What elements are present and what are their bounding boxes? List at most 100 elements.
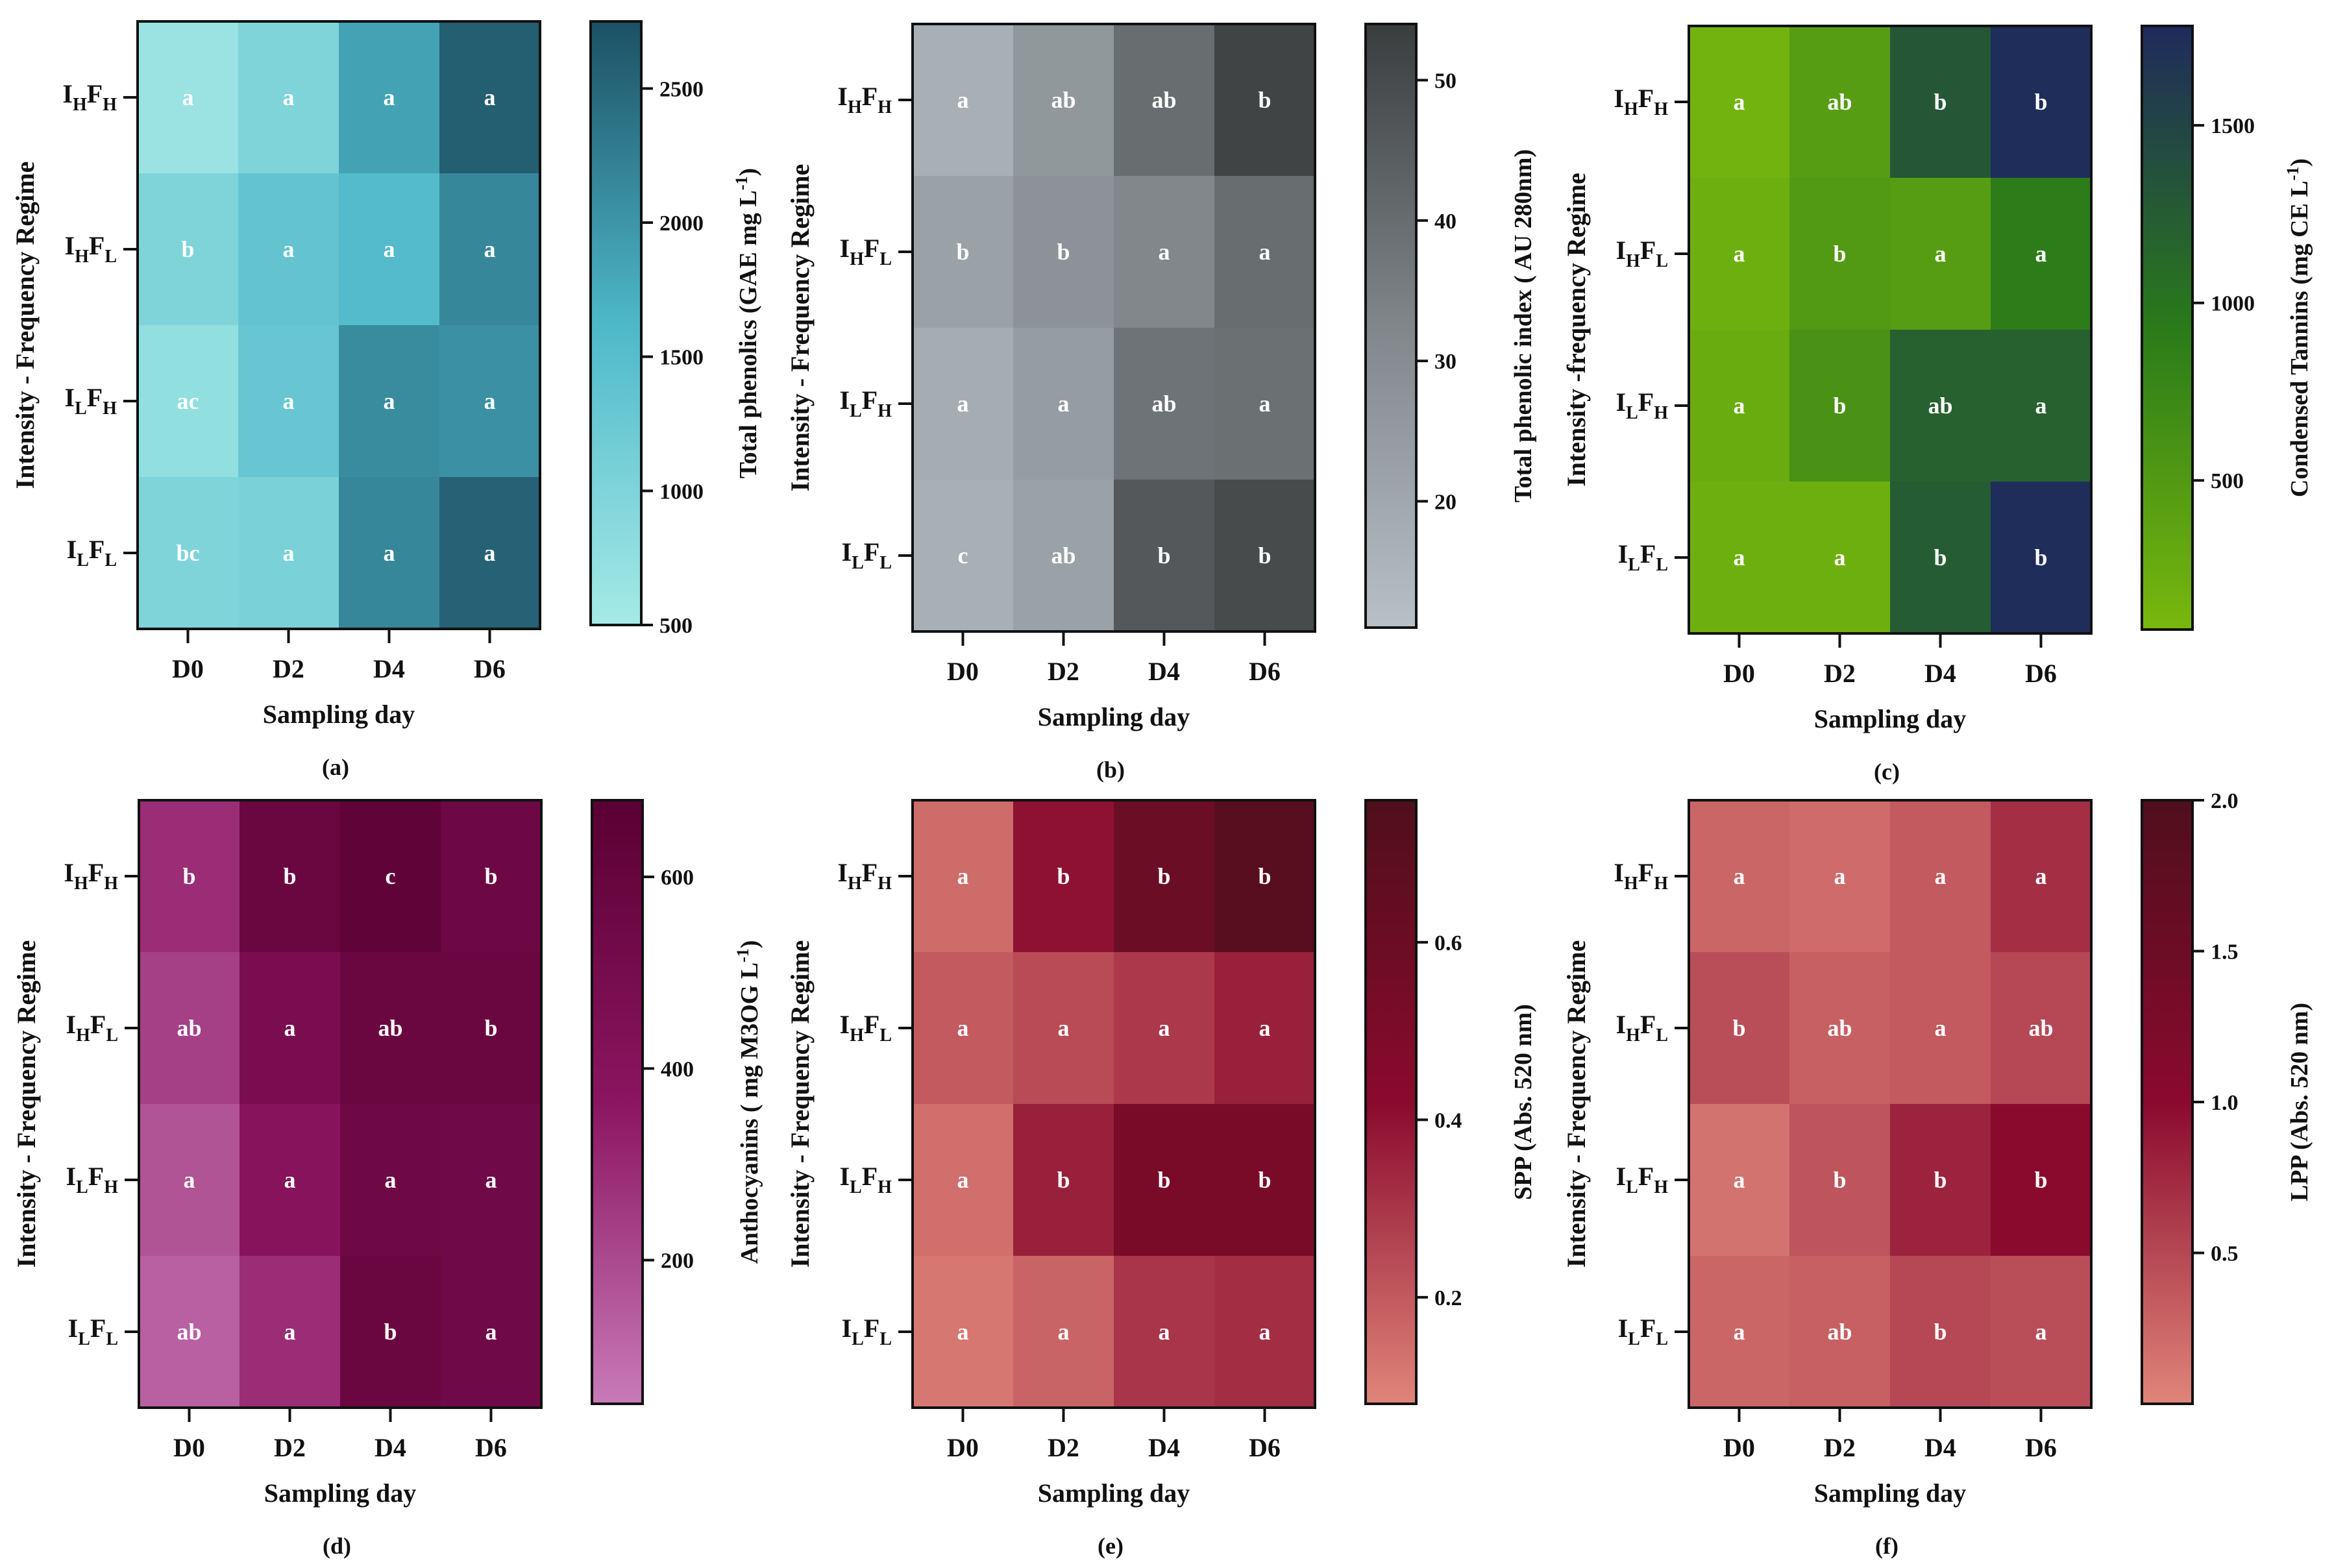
- heatmap-cell: [913, 952, 1013, 1104]
- heatmap-cell: [1689, 482, 1789, 633]
- plot-frame: [1688, 799, 2093, 1409]
- significance-letter: a: [284, 1167, 296, 1193]
- heatmap-cell: [1991, 1256, 2091, 1408]
- colorbar-tick-label: 1500: [659, 346, 704, 370]
- heatmap-cell: [441, 800, 541, 952]
- x-tick-label: D6: [2025, 1433, 2057, 1462]
- x-tick-label: D6: [1249, 657, 1281, 686]
- significance-letter: a: [1734, 1319, 1745, 1345]
- heatmap-cell: [339, 21, 439, 173]
- y-axis-title: Intensity - Frequency Regime: [10, 162, 40, 489]
- colorbar: [589, 20, 643, 626]
- significance-letter: a: [957, 391, 969, 417]
- y-tick-label: IHFH: [64, 858, 118, 894]
- significance-letter: bc: [177, 540, 200, 566]
- colorbar-title: LPP (Abs. 520 nm): [2286, 1003, 2313, 1201]
- significance-letter: b: [1157, 543, 1170, 569]
- heatmap-cell: [1214, 176, 1315, 328]
- significance-letter: b: [1258, 543, 1271, 569]
- significance-letter: a: [484, 236, 496, 262]
- significance-letter: a: [957, 1015, 969, 1041]
- significance-letter: a: [1259, 239, 1271, 265]
- y-tick-label: IHFL: [840, 234, 892, 269]
- significance-letter: a: [1734, 89, 1745, 115]
- heatmap-cell: [1689, 1104, 1789, 1256]
- significance-letter: a: [384, 388, 395, 414]
- colorbar-tick-label: 0.4: [1434, 1109, 1462, 1133]
- significance-letter: a: [957, 1167, 969, 1193]
- y-tick-label: ILFH: [1616, 1162, 1669, 1197]
- significance-letter: a: [1058, 1319, 1070, 1345]
- significance-letter: a: [283, 236, 295, 262]
- heatmap-cell: [1013, 480, 1114, 631]
- significance-letter: b: [2034, 89, 2047, 115]
- colorbar-tick-label: 400: [661, 1057, 694, 1081]
- significance-letter: ab: [378, 1015, 402, 1041]
- significance-letter: a: [2035, 863, 2047, 889]
- colorbar-tick-label: 1000: [2211, 292, 2255, 316]
- x-tick-label: D6: [2025, 659, 2057, 688]
- y-tick-label: IHFL: [65, 231, 117, 267]
- significance-letter: b: [384, 1319, 397, 1345]
- heatmap-cell: [1991, 482, 2091, 633]
- colorbar-tick-label: 500: [659, 614, 693, 638]
- heatmap-cell: [1991, 26, 2091, 178]
- heatmap-cell: [1789, 178, 1890, 330]
- heatmap-cell: [1214, 24, 1315, 176]
- heatmap-cell: [1013, 1104, 1114, 1256]
- colorbar-title: Total phenolics (GAE mg L-1): [732, 168, 762, 478]
- y-tick-label: ILFL: [842, 1314, 892, 1349]
- heatmap-cell: [913, 1256, 1013, 1408]
- y-tick-label: ILFL: [68, 1314, 118, 1349]
- heatmap-cell: [1689, 1256, 1789, 1408]
- significance-letter: ab: [1827, 89, 1852, 115]
- colorbar-tick-label: 1.5: [2211, 940, 2239, 964]
- significance-letter: a: [385, 1167, 397, 1193]
- x-axis-title: Sampling day: [1814, 704, 1967, 733]
- significance-letter: ab: [1051, 543, 1075, 569]
- y-tick-label: ILFL: [67, 535, 117, 570]
- colorbar-tick-label: 50: [1434, 69, 1456, 93]
- y-tick-label: IHFL: [66, 1010, 118, 1046]
- heatmap-cell: [238, 21, 339, 173]
- significance-letter: a: [2035, 241, 2047, 267]
- significance-letter: c: [386, 863, 396, 889]
- significance-letter: a: [1159, 1319, 1170, 1345]
- heatmap-cell: [1991, 330, 2091, 482]
- significance-letter: b: [1833, 241, 1846, 267]
- significance-letter: a: [1935, 1015, 1947, 1041]
- significance-letter: ab: [1051, 87, 1075, 113]
- y-axis-title: Intensity - Frequency Regime: [12, 940, 41, 1268]
- y-tick-label: IHFH: [1614, 858, 1668, 894]
- x-tick-label: D2: [273, 654, 304, 683]
- significance-letter: a: [1734, 1167, 1745, 1193]
- colorbar-tick-label: 1.0: [2211, 1091, 2239, 1115]
- colorbar-tick-label: 1500: [2211, 114, 2255, 138]
- colorbar: [1364, 799, 1418, 1405]
- heatmap-cell: [1214, 1104, 1315, 1256]
- heatmap-cell: [1991, 800, 2091, 952]
- significance-letter: b: [182, 863, 195, 889]
- significance-letter: a: [1058, 391, 1070, 417]
- significance-letter: b: [956, 239, 969, 265]
- significance-letter: ab: [1928, 393, 1952, 419]
- significance-letter: ab: [2028, 1015, 2053, 1041]
- significance-letter: a: [283, 388, 295, 414]
- significance-letter: ab: [177, 1319, 201, 1345]
- heatmap-cell: [1114, 328, 1214, 480]
- heatmap-cell: [139, 800, 240, 952]
- colorbar-title: Anthocyanins ( mg M3OG L-1): [733, 940, 763, 1264]
- x-tick-label: D4: [1924, 1433, 1956, 1462]
- significance-letter: b: [1057, 239, 1070, 265]
- significance-letter: b: [484, 863, 497, 889]
- significance-letter: a: [1935, 241, 1947, 267]
- heatmap-cell: [1689, 800, 1789, 952]
- colorbar-tick-label: 500: [2211, 469, 2244, 493]
- x-tick-label: D6: [474, 654, 506, 683]
- significance-letter: a: [283, 84, 295, 110]
- heatmap-cell: [240, 1104, 340, 1256]
- significance-letter: b: [1258, 863, 1271, 889]
- heatmap-cell: [439, 21, 540, 173]
- significance-letter: a: [384, 236, 395, 262]
- x-tick-label: D4: [375, 1433, 406, 1462]
